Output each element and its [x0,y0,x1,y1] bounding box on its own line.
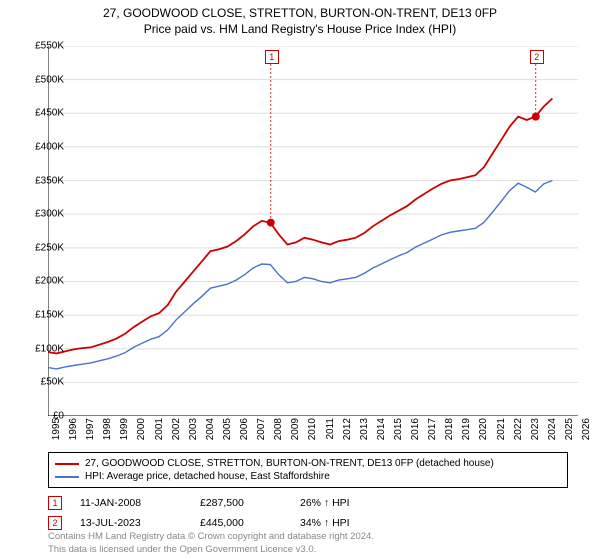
legend-row-2: HPI: Average price, detached house, East… [55,470,561,483]
y-tick-label: £450K [24,108,64,119]
sale-row-2: 2 13-JUL-2023 £445,000 34% ↑ HPI [48,516,400,530]
x-tick-label: 1995 [51,418,62,448]
chart-container: 27, GOODWOOD CLOSE, STRETTON, BURTON-ON-… [0,0,600,560]
sale-date-2: 13-JUL-2023 [80,517,200,529]
footer-line-1: Contains HM Land Registry data © Crown c… [48,531,374,543]
x-tick-label: 2008 [273,418,284,448]
y-tick-label: £550K [24,41,64,52]
chart-marker-2: 2 [530,50,544,64]
x-tick-label: 2006 [239,418,250,448]
x-tick-label: 2007 [256,418,267,448]
footer-line-2: This data is licensed under the Open Gov… [48,544,374,556]
x-tick-label: 2010 [307,418,318,448]
y-tick-label: £350K [24,175,64,186]
x-tick-label: 2011 [325,418,336,448]
sale-diff-2: 34% ↑ HPI [300,517,400,529]
x-tick-label: 2014 [376,418,387,448]
y-tick-label: £150K [24,310,64,321]
x-tick-label: 2020 [478,418,489,448]
chart-marker-1: 1 [265,50,279,64]
x-tick-label: 2015 [393,418,404,448]
x-tick-label: 1998 [102,418,113,448]
legend-swatch-2 [55,476,79,478]
sale-diff-1: 26% ↑ HPI [300,497,400,509]
x-tick-label: 2022 [513,418,524,448]
x-tick-label: 2009 [290,418,301,448]
x-tick-label: 2000 [136,418,147,448]
x-tick-label: 2018 [444,418,455,448]
y-tick-label: £300K [24,209,64,220]
x-tick-label: 2001 [154,418,165,448]
footer-text: Contains HM Land Registry data © Crown c… [48,531,374,556]
sale-price-1: £287,500 [200,497,300,509]
y-tick-label: £250K [24,242,64,253]
x-tick-label: 1997 [85,418,96,448]
y-tick-label: £100K [24,343,64,354]
chart-svg [48,46,578,416]
y-tick-label: £400K [24,141,64,152]
legend-box: 27, GOODWOOD CLOSE, STRETTON, BURTON-ON-… [48,452,568,488]
legend-swatch-1 [55,463,79,465]
chart-title-line1: 27, GOODWOOD CLOSE, STRETTON, BURTON-ON-… [0,0,600,20]
y-tick-label: £500K [24,74,64,85]
x-tick-label: 2004 [205,418,216,448]
legend-text-2: HPI: Average price, detached house, East… [85,471,330,482]
x-tick-label: 1999 [119,418,130,448]
sale-marker-2: 2 [48,516,62,530]
chart-plot-area [48,46,578,416]
legend-row-1: 27, GOODWOOD CLOSE, STRETTON, BURTON-ON-… [55,457,561,470]
x-tick-label: 2005 [222,418,233,448]
y-tick-label: £50K [24,377,64,388]
sale-marker-1: 1 [48,496,62,510]
x-tick-label: 2013 [359,418,370,448]
x-tick-label: 2012 [342,418,353,448]
chart-title-line2: Price paid vs. HM Land Registry's House … [0,20,600,36]
legend-text-1: 27, GOODWOOD CLOSE, STRETTON, BURTON-ON-… [85,458,494,469]
x-tick-label: 2002 [171,418,182,448]
y-tick-label: £200K [24,276,64,287]
sale-price-2: £445,000 [200,517,300,529]
x-tick-label: 2016 [410,418,421,448]
x-tick-label: 2024 [547,418,558,448]
x-tick-label: 2025 [564,418,575,448]
x-tick-label: 2003 [188,418,199,448]
sale-date-1: 11-JAN-2008 [80,497,200,509]
x-tick-label: 1996 [68,418,79,448]
x-tick-label: 2017 [427,418,438,448]
x-tick-label: 2023 [530,418,541,448]
x-tick-label: 2019 [461,418,472,448]
sale-row-1: 1 11-JAN-2008 £287,500 26% ↑ HPI [48,496,400,510]
x-tick-label: 2026 [581,418,592,448]
x-tick-label: 2021 [496,418,507,448]
